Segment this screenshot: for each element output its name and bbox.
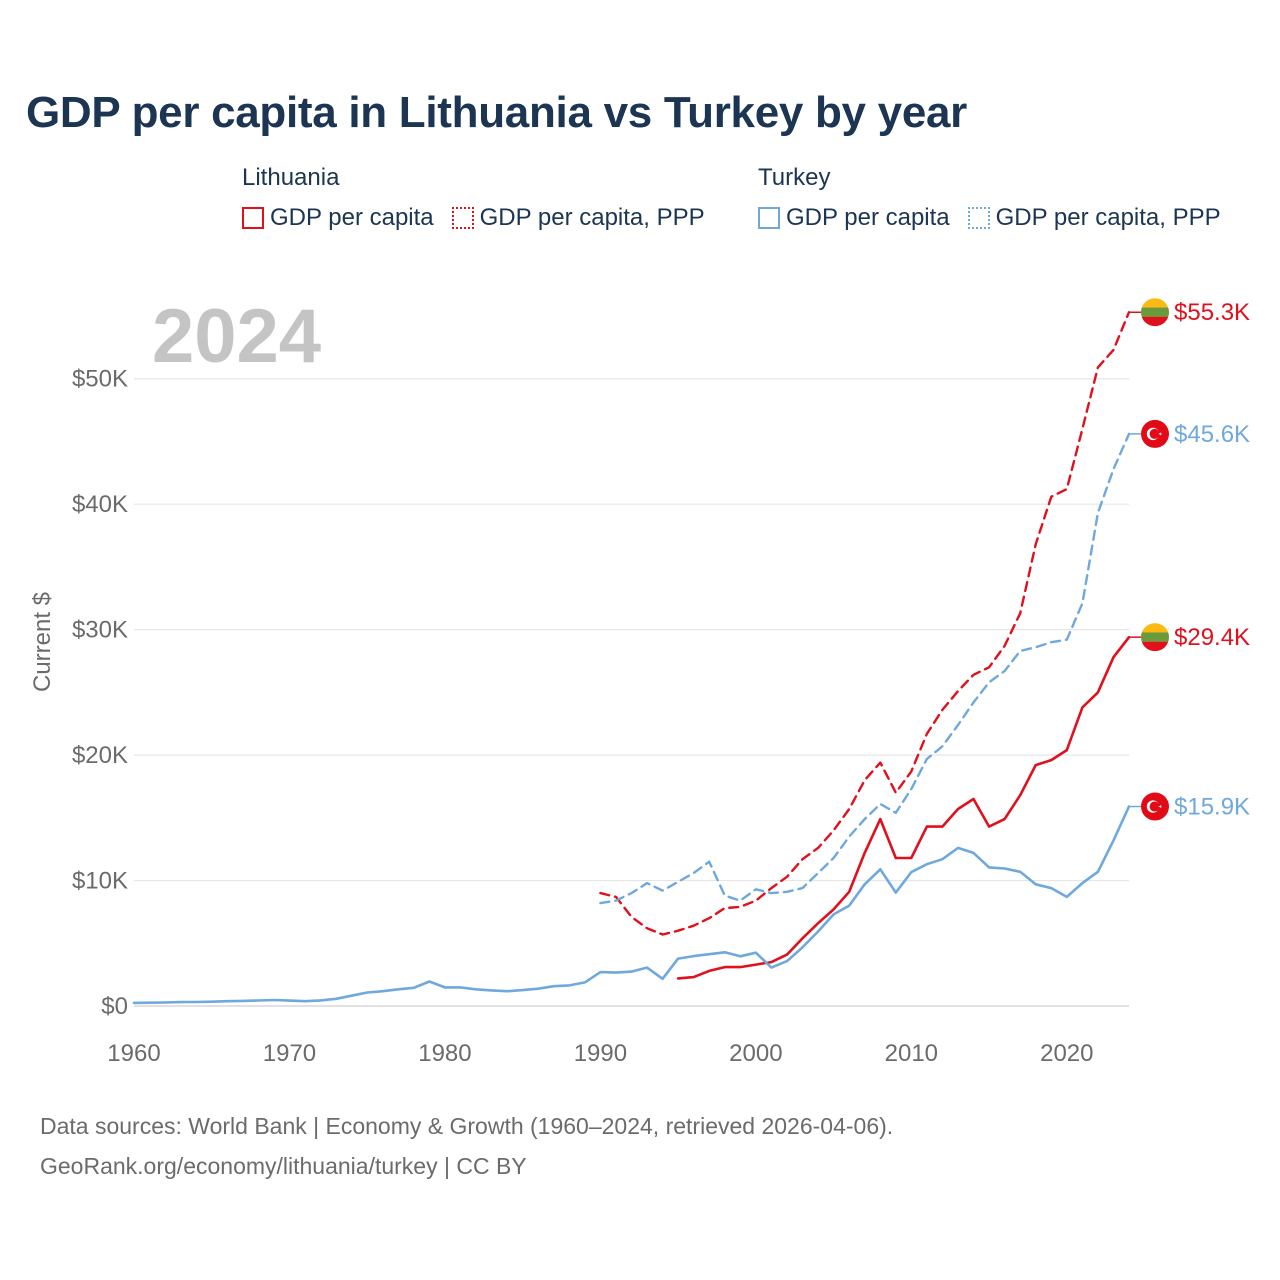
series-group (132, 311, 1131, 1005)
x-tick-label: 1980 (418, 1040, 471, 1067)
x-axis-ticks: 1960 1970 1980 1990 2000 2010 2020 (107, 1040, 1093, 1067)
grid (134, 378, 1129, 1007)
series-line-lithuania-gdp-ppp (599, 311, 1131, 936)
legend-group-label: Lithuania (242, 164, 340, 191)
legend-swatch-dotted-blue (967, 207, 990, 229)
end-value-label: $55.3K (1174, 299, 1250, 326)
y-tick-label: $10K (72, 868, 128, 895)
footer-sources: Data sources: World Bank | Economy & Gro… (40, 1113, 894, 1139)
legend-group-turkey: Turkey GDP per capita GDP per capita, PP… (758, 162, 1221, 232)
y-tick-label: $40K (72, 491, 128, 518)
legend-swatch-solid-blue (758, 207, 780, 229)
legend-item-lithuania-gdp-ppp[interactable]: GDP per capita, PPP (451, 204, 705, 232)
x-tick-label: 2010 (885, 1040, 938, 1067)
legend-item-turkey-gdp-ppp[interactable]: GDP per capita, PPP (967, 204, 1221, 232)
series-line-turkey-gdp-ppp (599, 432, 1131, 905)
footer: Data sources: World Bank | Economy & Gro… (40, 1106, 893, 1186)
y-tick-label: $30K (72, 617, 128, 644)
legend-item-label: GDP per capita (786, 204, 950, 231)
legend-group-label: Turkey (758, 164, 831, 191)
y-tick-label: $20K (72, 742, 128, 769)
series-line-turkey-gdp (132, 805, 1131, 1005)
turkey-flag-icon (1141, 419, 1169, 448)
y-axis-ticks: $0 $10K $20K $30K $40K $50K (72, 366, 128, 1020)
y-tick-label: $50K (72, 366, 128, 393)
end-value-label: $15.9K (1174, 794, 1250, 821)
legend-item-lithuania-gdp[interactable]: GDP per capita (242, 204, 434, 232)
end-value-label: $45.6K (1174, 421, 1250, 448)
x-tick-label: 1970 (263, 1040, 316, 1067)
lithuania-flag-icon (1141, 298, 1169, 327)
series-line-lithuania-gdp (676, 635, 1131, 980)
legend-item-label: GDP per capita, PPP (479, 204, 705, 231)
lithuania-flag-icon (1141, 623, 1169, 652)
footer-credit: GeoRank.org/economy/lithuania/turkey | C… (40, 1153, 527, 1179)
year-label: 2024 (152, 294, 321, 379)
x-tick-label: 1960 (107, 1040, 160, 1067)
x-tick-label: 2000 (729, 1040, 782, 1067)
legend-swatch-dotted-red (451, 207, 474, 229)
end-markers: $29.4K $55.3K $15.9K $45.6K (1129, 298, 1250, 821)
end-value-label: $29.4K (1174, 624, 1250, 651)
legend-item-label: GDP per capita, PPP (995, 204, 1221, 231)
y-axis-label: Current $ (29, 592, 56, 692)
y-tick-label: $0 (101, 993, 128, 1020)
chart-title: GDP per capita in Lithuania vs Turkey by… (26, 88, 967, 137)
legend-item-turkey-gdp[interactable]: GDP per capita (758, 204, 950, 232)
legend-group-lithuania: Lithuania GDP per capita GDP per capita,… (242, 162, 705, 232)
legend-item-label: GDP per capita (270, 204, 434, 231)
turkey-flag-icon (1141, 792, 1169, 821)
x-tick-label: 1990 (574, 1040, 627, 1067)
x-tick-label: 2020 (1040, 1040, 1093, 1067)
legend-swatch-solid-red (242, 207, 264, 229)
